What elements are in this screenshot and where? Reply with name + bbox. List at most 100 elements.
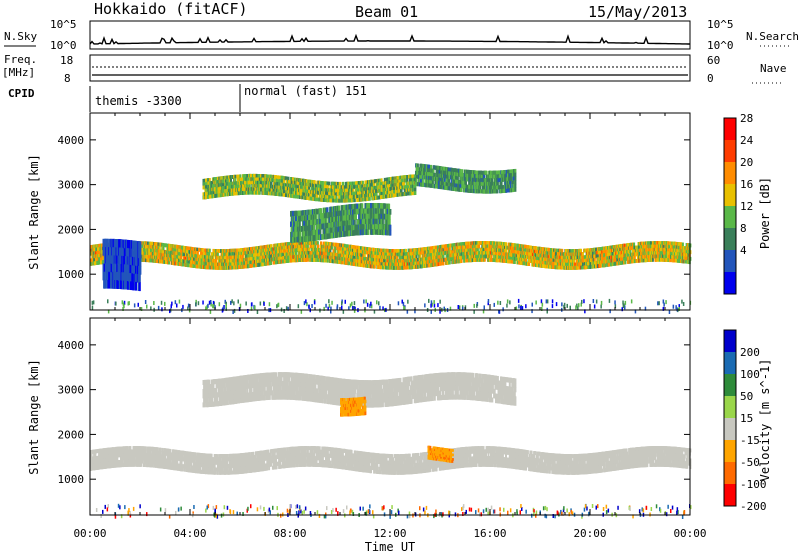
heatmap-cell [130, 281, 133, 291]
heatmap-cell [484, 241, 487, 245]
heatmap-cell [536, 263, 539, 268]
heatmap-cell [211, 194, 214, 199]
heatmap-cell [220, 265, 222, 270]
heatmap-cell [314, 251, 317, 256]
heatmap-cell [566, 255, 569, 260]
heatmap-cell [195, 247, 197, 252]
heatmap-cell [155, 259, 158, 263]
heatmap-cell [250, 257, 252, 262]
heatmap-cell [398, 259, 401, 264]
heatmap-cell [243, 177, 246, 182]
heatmap-cell [310, 244, 312, 249]
heatmap-cell [270, 244, 273, 249]
heatmap-cell [215, 180, 218, 185]
heatmap-cell [253, 173, 256, 178]
heatmap-cell [426, 263, 429, 268]
heatmap-cell [405, 265, 408, 270]
heatmap-cell [262, 255, 265, 260]
heatmap-cell [438, 251, 441, 256]
heatmap-cell [389, 249, 392, 253]
heatmap-cell [262, 258, 265, 263]
heatmap-cell [650, 247, 653, 252]
heatmap-cell [388, 252, 391, 257]
heatmap-cell [595, 247, 597, 252]
heatmap-cell [205, 178, 207, 183]
heatmap-cell [356, 255, 359, 260]
heatmap-cell [405, 252, 408, 257]
heatmap-cell [179, 245, 182, 250]
heatmap-cell [451, 243, 454, 248]
heatmap-cell [448, 260, 451, 265]
cpid-segment-0: themis -3300 [95, 94, 182, 108]
heatmap-cell [662, 257, 665, 262]
heatmap-cell [176, 258, 179, 263]
heatmap-cell [445, 254, 448, 259]
heatmap-cell [412, 261, 415, 266]
heatmap-cell [239, 174, 242, 179]
heatmap-cell [599, 263, 602, 268]
heatmap-cell [135, 281, 137, 291]
heatmap-cell [276, 243, 279, 248]
heatmap-cell [346, 254, 349, 259]
heatmap-cell [483, 251, 486, 255]
heatmap-cell [441, 244, 444, 249]
heatmap-cell [448, 243, 451, 248]
heatmap-cell [610, 262, 613, 267]
heatmap-cell [126, 239, 129, 249]
heatmap-cell [636, 245, 639, 250]
heatmap-cell [300, 241, 303, 246]
heatmap-cell [120, 247, 123, 257]
heatmap-cell [358, 262, 361, 267]
heatmap-cell [511, 243, 514, 247]
heatmap-cell [236, 191, 239, 196]
heatmap-cell [528, 245, 531, 250]
heatmap-cell [657, 254, 660, 259]
heatmap-cell [383, 262, 386, 267]
heatmap-cell [149, 251, 152, 256]
heatmap-cell [179, 252, 182, 256]
heatmap-cell [156, 245, 159, 250]
heatmap-cell [284, 259, 287, 264]
heatmap-cell [155, 242, 158, 247]
heatmap-cell [295, 254, 298, 259]
heatmap-cell [443, 247, 446, 252]
heatmap-cell [322, 248, 325, 253]
heatmap-cell [419, 251, 422, 255]
heatmap-cell [418, 251, 421, 256]
heatmap-cell [380, 248, 382, 253]
heatmap-cell [475, 251, 478, 256]
heatmap-cell [366, 247, 369, 251]
heatmap-cell [513, 246, 516, 251]
heatmap-cell [338, 260, 341, 264]
heatmap-cell [276, 250, 279, 254]
heatmap-cell [190, 260, 193, 265]
heatmap-cell [631, 256, 634, 260]
heatmap-cell [411, 258, 414, 263]
station-title: Hokkaido (fitACF) [94, 0, 248, 18]
heatmap-cell [224, 252, 227, 257]
heatmap-cell [108, 271, 111, 281]
heatmap-cell [223, 249, 226, 253]
heatmap-cell [141, 247, 144, 252]
heatmap-cell [652, 244, 655, 249]
heatmap-cell [401, 255, 404, 260]
heatmap-cell [281, 246, 284, 251]
heatmap-cell [386, 248, 389, 253]
heatmap-cell [441, 248, 444, 252]
heatmap-cell [647, 248, 650, 252]
heatmap-cell [662, 244, 665, 249]
heatmap-cell [552, 255, 555, 259]
heatmap-cell [513, 250, 516, 254]
heatmap-cell [650, 254, 653, 259]
heatmap-cell [346, 244, 349, 249]
heatmap-cell [503, 242, 506, 246]
heatmap-cell [305, 241, 308, 245]
heatmap-cell [491, 251, 494, 256]
heatmap-cell [518, 244, 521, 248]
heatmap-cell [442, 254, 445, 259]
heatmap-cell [272, 260, 275, 265]
heatmap-cell [531, 252, 534, 257]
heatmap-cell [570, 249, 573, 253]
heatmap-cell [248, 187, 251, 192]
heatmap-cell [394, 255, 397, 260]
